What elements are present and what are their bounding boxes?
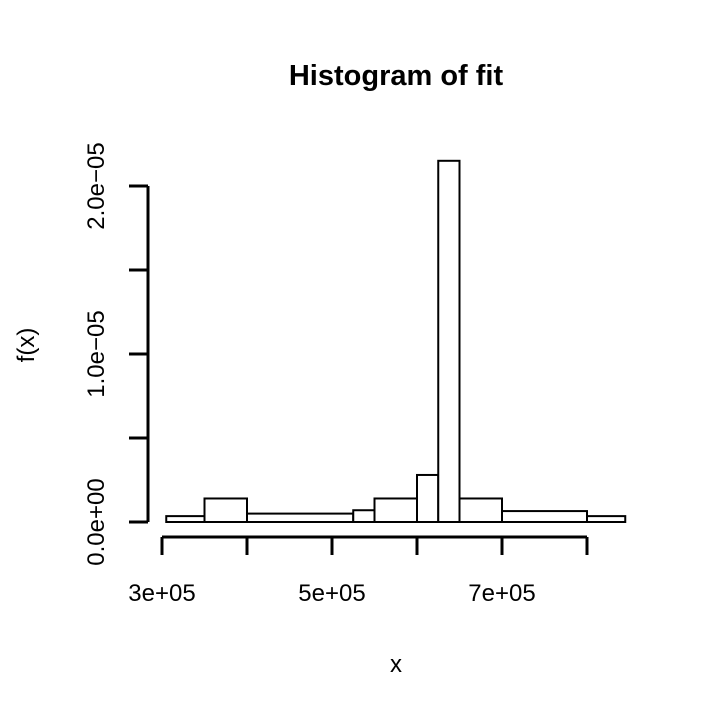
- x-axis-label: x: [390, 651, 402, 678]
- y-axis: 0.0e+00 1.0e−05 2.0e−05: [83, 142, 150, 566]
- y-tick-label: 1.0e−05: [83, 310, 110, 397]
- x-tick-label: 3e+05: [128, 580, 195, 607]
- histogram-bar: [203, 497, 248, 524]
- y-tick-label: 0.0e+00: [83, 478, 110, 565]
- histogram-bar: [352, 509, 376, 523]
- histogram-bar: [437, 159, 461, 524]
- histogram-bar: [586, 515, 627, 523]
- bars-group: [165, 159, 627, 524]
- histogram-bar: [373, 497, 418, 524]
- histogram-bar: [501, 510, 588, 523]
- y-tick-label: 2.0e−05: [83, 142, 110, 229]
- histogram-bar: [246, 512, 355, 523]
- histogram-bar: [458, 497, 503, 524]
- x-tick-label: 7e+05: [468, 580, 535, 607]
- histogram-bar: [416, 473, 440, 523]
- x-axis: 3e+05 5e+05 7e+05: [128, 535, 589, 607]
- y-axis-label: f(x): [13, 328, 40, 363]
- x-tick-label: 5e+05: [298, 580, 365, 607]
- chart-title: Histogram of fit: [289, 60, 504, 92]
- histogram-bar: [165, 515, 206, 523]
